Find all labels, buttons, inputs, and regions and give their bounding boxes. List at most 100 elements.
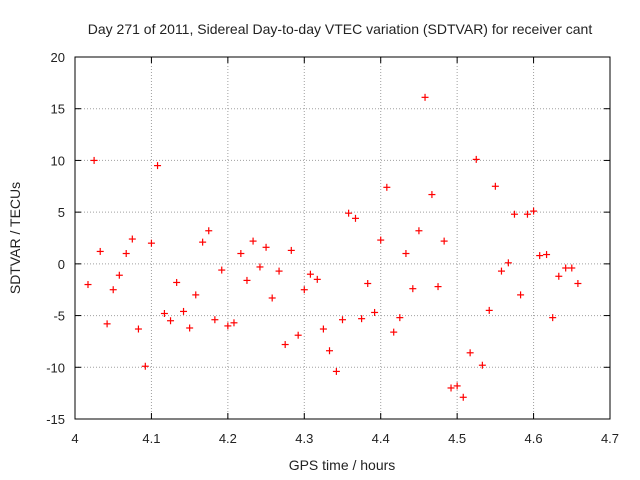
data-point (96, 247, 104, 255)
data-point (453, 382, 461, 390)
y-tick-label: 15 (51, 102, 65, 117)
data-point (536, 252, 544, 260)
data-point (472, 155, 480, 163)
data-point (478, 361, 486, 369)
data-point (205, 227, 213, 235)
data-point (173, 278, 181, 286)
data-point (428, 191, 436, 199)
data-point (555, 272, 563, 280)
x-tick-label: 4.1 (142, 431, 160, 446)
data-point (84, 281, 92, 289)
x-tick-label: 4.4 (372, 431, 390, 446)
data-point (402, 250, 410, 258)
data-point (319, 325, 327, 333)
data-point (466, 349, 474, 357)
data-point (447, 384, 455, 392)
data-point (491, 182, 499, 190)
data-point (268, 294, 276, 302)
y-tick-label: 10 (51, 153, 65, 168)
data-point (300, 286, 308, 294)
data-point (306, 270, 314, 278)
data-point (510, 210, 518, 218)
data-point (224, 322, 232, 330)
data-point (440, 237, 448, 245)
data-point (345, 209, 353, 217)
data-point (249, 237, 257, 245)
data-point (574, 280, 582, 288)
data-point (390, 328, 398, 336)
y-tick-label: 5 (58, 205, 65, 220)
data-point (383, 183, 391, 191)
data-point (364, 280, 372, 288)
data-point (103, 320, 111, 328)
data-point (504, 259, 512, 267)
data-point (562, 264, 570, 272)
data-point (218, 266, 226, 274)
x-tick-label: 4.3 (295, 431, 313, 446)
data-point (543, 251, 551, 259)
y-tick-label: -10 (46, 360, 65, 375)
data-point (421, 93, 429, 101)
data-point (326, 347, 334, 355)
data-point (237, 250, 245, 258)
data-point (434, 283, 442, 291)
data-point (211, 316, 219, 324)
y-tick-label: -15 (46, 412, 65, 427)
x-tick-label: 4.2 (219, 431, 237, 446)
data-point (256, 263, 264, 271)
data-point (141, 362, 149, 370)
axis-ticks: 4 4.1 4.2 4.3 4.4 4.5 4.6 4.7 -15 -10 -5 0 5 10 15 20 (46, 50, 619, 446)
data-point (109, 286, 117, 294)
data-point (351, 214, 359, 222)
data-point (313, 275, 321, 283)
data-point (122, 250, 130, 258)
data-point (517, 291, 525, 299)
data-point (568, 264, 576, 272)
data-point (134, 325, 142, 333)
data-point (371, 308, 379, 316)
data-point (186, 324, 194, 332)
data-point (199, 238, 207, 246)
chart-title: Day 271 of 2011, Sidereal Day-to-day VTE… (88, 21, 593, 37)
data-point (160, 310, 168, 318)
data-point (409, 285, 417, 293)
grid-lines (75, 57, 610, 419)
data-point (147, 239, 155, 247)
data-point (154, 162, 162, 170)
data-point (230, 319, 238, 327)
data-point (358, 315, 366, 323)
x-tick-label: 4.6 (525, 431, 543, 446)
plot-frame (74, 56, 611, 420)
data-point (90, 156, 98, 164)
data-point (523, 210, 531, 218)
data-point (332, 367, 340, 375)
x-tick-label: 4.7 (601, 431, 619, 446)
y-axis-label: SDTVAR / TECUs (7, 182, 23, 294)
data-point (530, 207, 538, 215)
data-point (415, 227, 423, 235)
x-tick-label: 4 (71, 431, 78, 446)
data-point (287, 246, 295, 254)
y-tick-label: 0 (58, 257, 65, 272)
data-point (339, 316, 346, 324)
data-point (180, 307, 188, 315)
y-tick-label: -5 (53, 309, 65, 324)
data-point (396, 314, 404, 322)
data-point (128, 235, 136, 243)
data-point (275, 267, 283, 275)
x-tick-label: 4.5 (448, 431, 466, 446)
data-point (485, 306, 493, 314)
data-point (243, 276, 251, 284)
data-point (281, 341, 289, 349)
data-points (84, 93, 582, 401)
x-axis-label: GPS time / hours (289, 457, 396, 473)
data-point (294, 331, 302, 339)
data-point (192, 291, 200, 299)
data-point (459, 393, 467, 401)
data-point (262, 243, 270, 251)
data-point (167, 317, 175, 325)
y-tick-label: 20 (51, 50, 65, 65)
data-point (497, 267, 505, 275)
data-point (377, 236, 385, 244)
